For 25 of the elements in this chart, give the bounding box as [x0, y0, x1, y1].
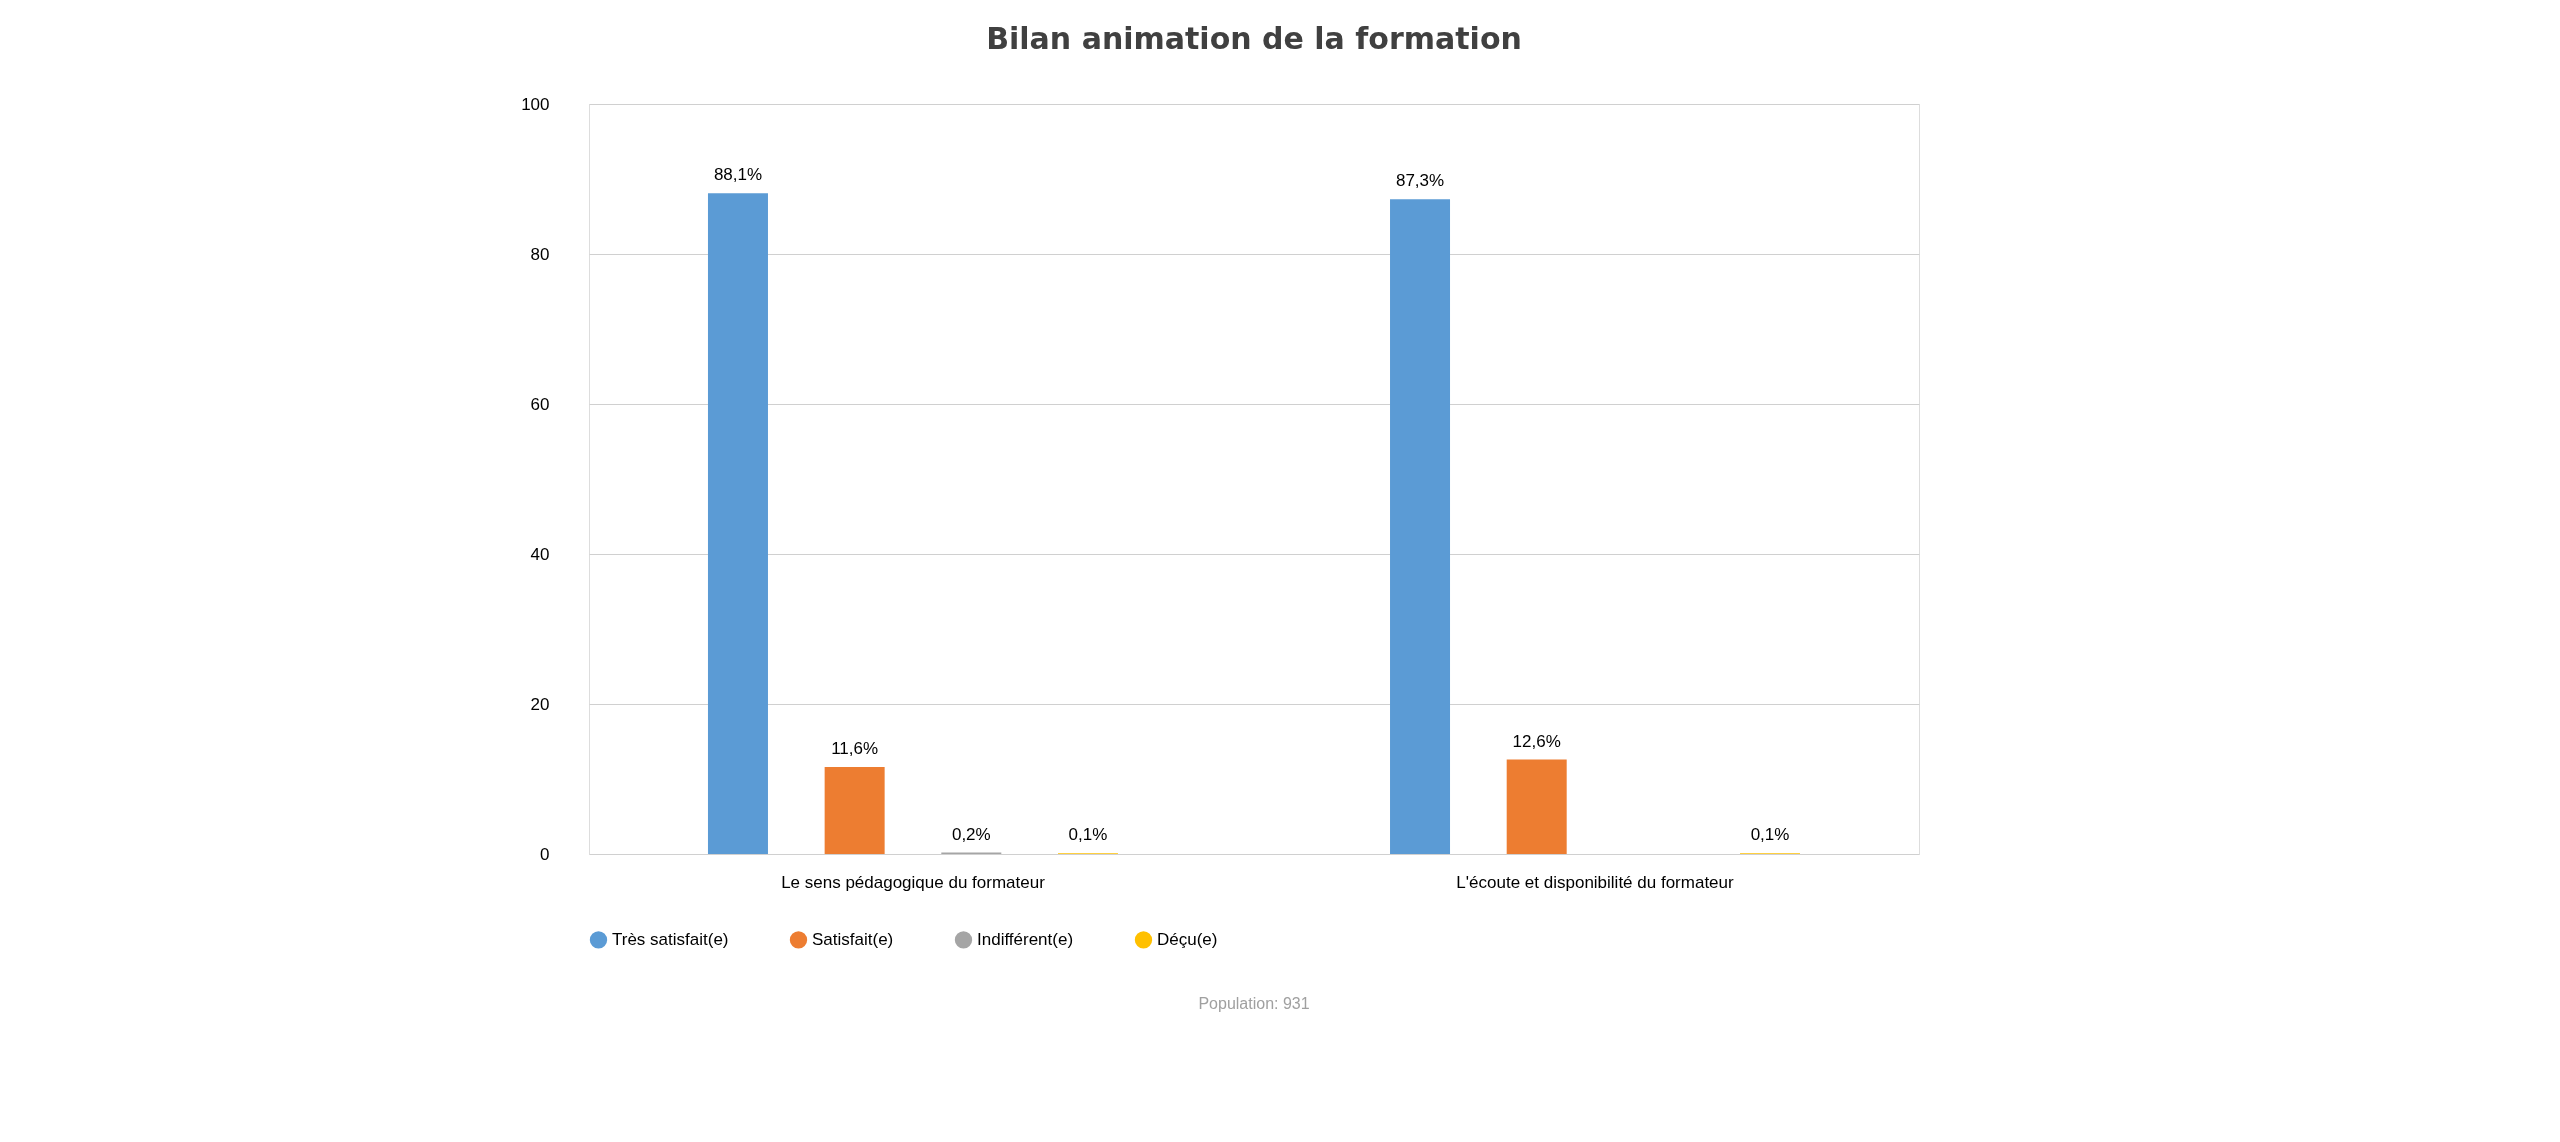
y-tick-label: 20: [530, 694, 550, 714]
bar: [1506, 759, 1567, 854]
data-label: 87,3%: [1395, 171, 1445, 191]
data-label: 0,2%: [951, 824, 991, 844]
data-label: 12,6%: [1512, 731, 1561, 751]
y-tick-label: 0: [540, 844, 550, 864]
legend-label: Déçu(e): [1157, 929, 1218, 949]
legend-label: Très satisfait(e): [612, 929, 729, 949]
bar: [824, 767, 885, 854]
data-label: 11,6%: [831, 739, 879, 758]
x-tick-label: Le sens pédagogique du formateur: [781, 872, 1046, 892]
y-tick-label: 60: [530, 394, 550, 414]
data-label: 0,1%: [1750, 825, 1790, 845]
legend-label: Satisfait(e): [812, 929, 894, 949]
bar: [707, 193, 768, 854]
y-tick-label: 40: [530, 544, 550, 564]
data-label: 0,1%: [1068, 825, 1108, 845]
bar: [1390, 199, 1451, 854]
legend-label: Indifférent(e): [977, 929, 1074, 949]
y-tick-label: 80: [530, 244, 550, 264]
data-label: 88,1%: [713, 165, 763, 185]
text: Population: 931: [1198, 995, 1310, 1012]
x-tick-label: L'écoute et disponibilité du formateur: [1456, 872, 1735, 892]
y-tick-label: 100: [521, 94, 550, 114]
chart-title: Bilan animation de la formation: [986, 21, 1522, 56]
